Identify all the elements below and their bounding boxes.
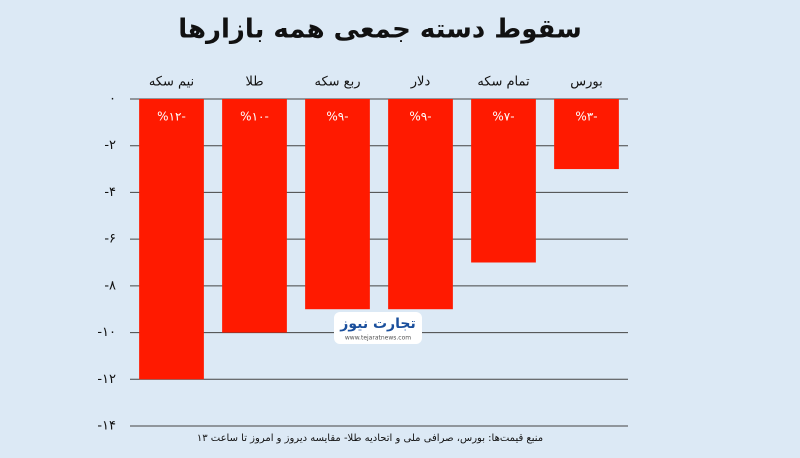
value-label: -%۳ [575,110,597,124]
x-tick-label: دلار [410,75,431,90]
chart-title: سقوط دسته جمعی همه بازارها [178,15,582,45]
value-label: -%۷ [492,110,514,124]
y-tick-label: ۰ [109,92,116,107]
bar [471,99,536,263]
x-tick-label: ربع سکه [315,75,361,90]
y-tick-label: -۴ [104,185,116,200]
value-label: -%۱۲ [157,110,186,124]
y-tick-label: -۲ [104,138,116,153]
value-label: -%۹ [409,110,431,124]
x-tick-label: طلا [245,75,263,90]
value-label: -%۱۰ [240,110,269,124]
logo-url: www.tejaratnews.com [345,335,411,342]
y-tick-label: -۱۴ [97,419,116,434]
x-tick-label: بورس [570,75,602,90]
y-tick-label: -۱۰ [97,325,116,340]
bar [305,99,370,310]
y-tick-label: -۶ [104,232,116,247]
logo-box [334,312,422,344]
y-tick-label: -۱۲ [97,372,116,387]
bar [139,99,204,380]
bar [222,99,287,333]
bar [554,99,619,170]
x-tick-label: تمام سکه [477,75,530,90]
source-note: منبع قیمت‌ها: بورس، صرافی ملی و اتحادیه … [197,433,543,444]
value-label: -%۹ [326,110,348,124]
bar [388,99,453,310]
logo-name: تجارت نیوز [339,316,415,332]
x-tick-label: نیم سکه [149,75,194,90]
y-tick-label: -۸ [104,278,116,293]
